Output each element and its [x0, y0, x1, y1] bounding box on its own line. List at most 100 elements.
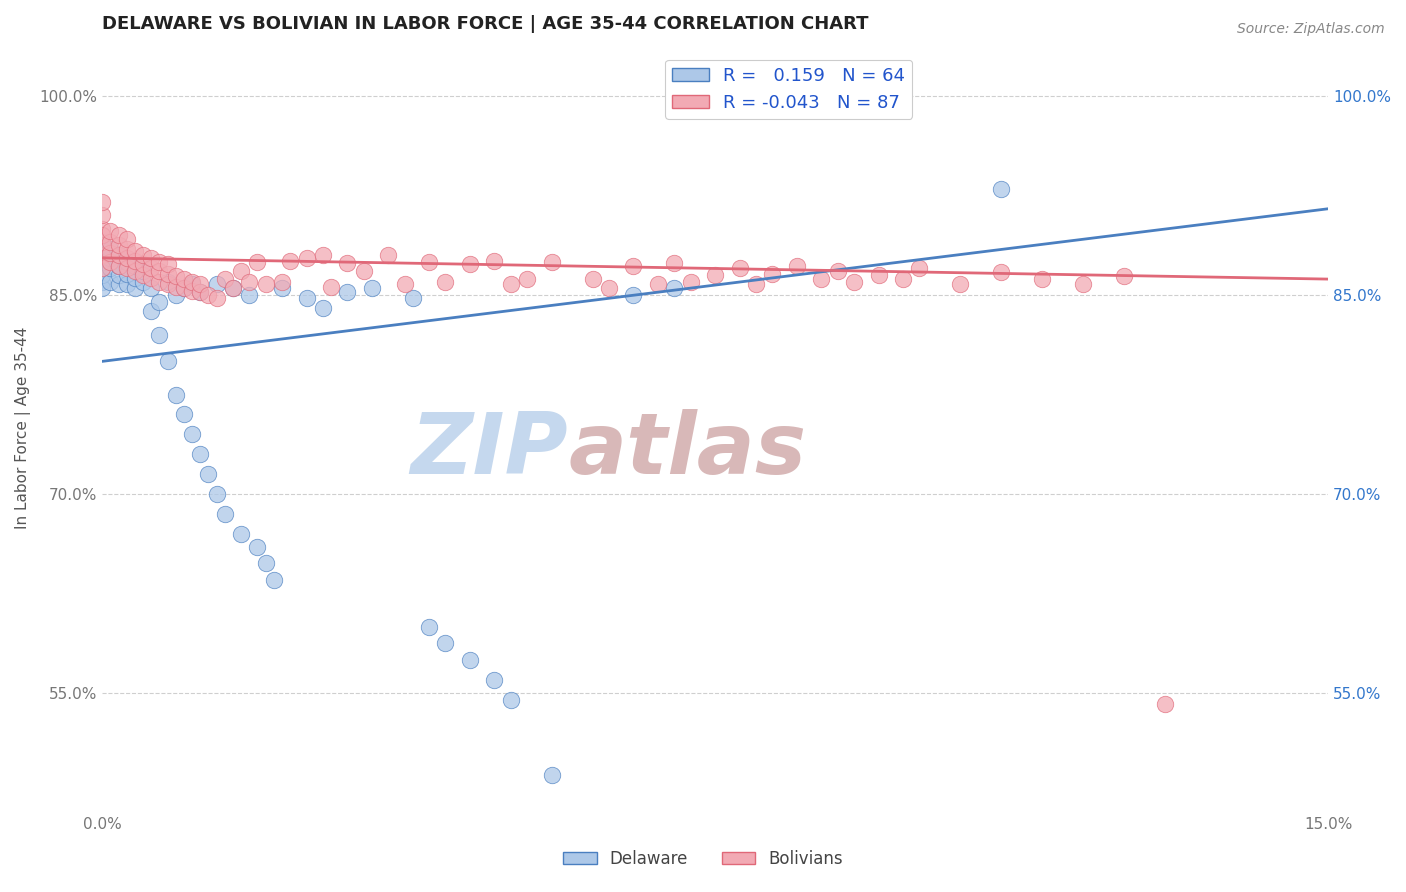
Point [254, 556, 277, 570]
Point [418, 620, 440, 634]
Point [91, 195, 114, 210]
Point [181, 277, 204, 292]
Point [107, 277, 129, 292]
Point [254, 277, 277, 292]
Point [598, 281, 620, 295]
Point [484, 673, 506, 687]
Point [540, 255, 562, 269]
Point [745, 277, 768, 292]
Point [623, 288, 645, 302]
Point [115, 242, 138, 256]
Point [197, 467, 219, 482]
Point [361, 281, 384, 295]
Legend: R =   0.159   N = 64, R = -0.043   N = 87: R = 0.159 N = 64, R = -0.043 N = 87 [665, 60, 912, 120]
Point [728, 261, 751, 276]
Point [91, 235, 114, 249]
Point [115, 267, 138, 281]
Point [91, 261, 114, 276]
Point [173, 281, 195, 295]
Point [115, 251, 138, 265]
Point [165, 387, 187, 401]
Point [124, 281, 146, 295]
Point [868, 268, 890, 282]
Point [263, 574, 285, 588]
Point [107, 237, 129, 252]
Point [165, 269, 187, 284]
Point [434, 635, 457, 649]
Point [418, 255, 440, 269]
Point [115, 232, 138, 246]
Point [141, 251, 163, 265]
Point [377, 248, 399, 262]
Point [188, 285, 211, 300]
Point [246, 540, 269, 554]
Legend: Delaware, Bolivians: Delaware, Bolivians [557, 844, 849, 875]
Point [786, 259, 808, 273]
Point [319, 280, 342, 294]
Point [188, 285, 211, 300]
Point [402, 291, 425, 305]
Point [98, 235, 121, 249]
Point [91, 275, 114, 289]
Point [173, 281, 195, 295]
Point [173, 408, 195, 422]
Point [141, 281, 163, 295]
Point [98, 242, 121, 256]
Point [188, 447, 211, 461]
Point [581, 272, 603, 286]
Point [91, 235, 114, 249]
Point [222, 281, 245, 295]
Point [98, 275, 121, 289]
Point [761, 267, 783, 281]
Point [132, 268, 155, 282]
Point [278, 253, 301, 268]
Text: Source: ZipAtlas.com: Source: ZipAtlas.com [1237, 22, 1385, 37]
Point [1153, 697, 1175, 711]
Point [91, 221, 114, 235]
Point [141, 270, 163, 285]
Point [246, 255, 269, 269]
Point [148, 275, 170, 289]
Point [664, 281, 686, 295]
Point [238, 288, 260, 302]
Point [295, 251, 318, 265]
Point [990, 265, 1012, 279]
Point [98, 245, 121, 260]
Point [107, 259, 129, 273]
Point [91, 248, 114, 262]
Point [98, 255, 121, 269]
Point [181, 275, 204, 289]
Point [312, 301, 335, 316]
Point [842, 275, 865, 289]
Point [623, 259, 645, 273]
Point [499, 692, 522, 706]
Point [148, 255, 170, 269]
Point [156, 267, 179, 281]
Point [107, 228, 129, 243]
Point [132, 264, 155, 278]
Point [336, 256, 359, 270]
Point [124, 270, 146, 285]
Point [271, 275, 294, 289]
Point [394, 277, 416, 292]
Point [98, 224, 121, 238]
Point [124, 259, 146, 273]
Point [181, 284, 204, 298]
Point [91, 261, 114, 276]
Point [205, 277, 228, 292]
Point [679, 275, 702, 289]
Point [704, 268, 727, 282]
Point [124, 244, 146, 259]
Point [165, 288, 187, 302]
Point [156, 275, 179, 289]
Point [949, 277, 972, 292]
Point [148, 327, 170, 342]
Point [98, 251, 121, 265]
Point [173, 272, 195, 286]
Point [238, 275, 260, 289]
Point [336, 285, 359, 300]
Point [188, 277, 211, 292]
Point [827, 264, 849, 278]
Point [148, 264, 170, 278]
Point [115, 261, 138, 276]
